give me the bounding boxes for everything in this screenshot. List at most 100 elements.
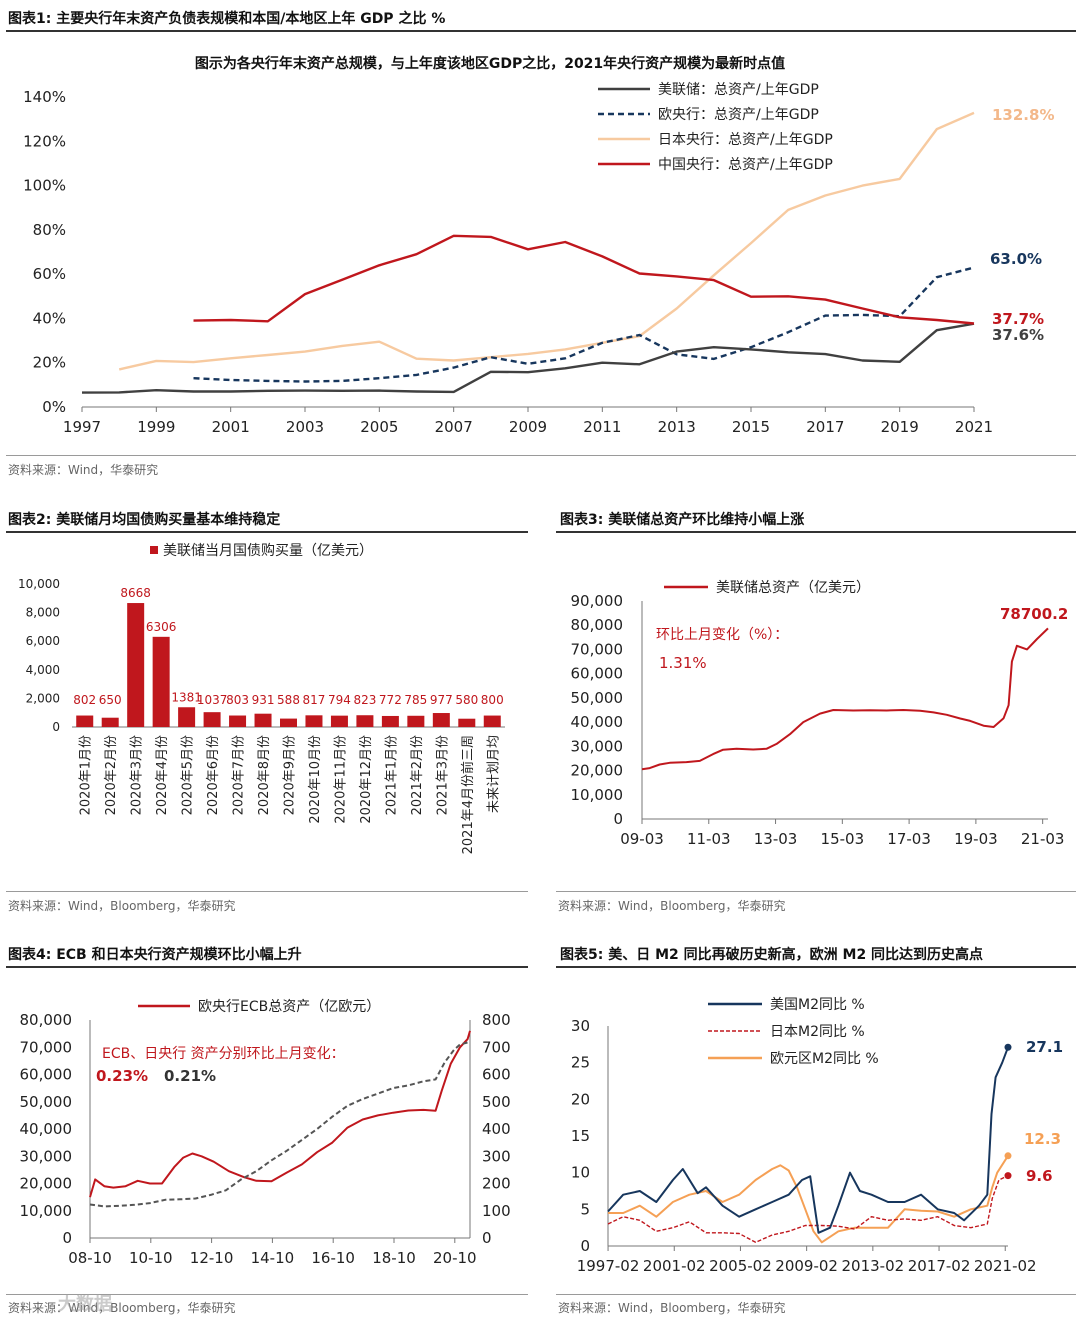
chart3-y-tick-label: 40,000	[571, 713, 624, 731]
chart1-x-tick-label: 2005	[360, 418, 398, 436]
chart5-series-line-1	[607, 1174, 1009, 1243]
chart4-y-right-tick-label: 400	[482, 1120, 511, 1138]
chart5-legend-label: 欧元区M2同比 %	[770, 1051, 879, 1067]
chart1-y-tick-label: 100%	[23, 177, 66, 195]
chart4-y-left-tick-label: 20,000	[20, 1175, 73, 1193]
chart2-category-label: 2020年9月份	[283, 735, 298, 815]
chart1-end-label: 63.0%	[990, 250, 1042, 268]
chart2-panel-title: 图表2: 美联储月均国债购买量基本维持稳定	[8, 512, 281, 528]
chart2-category-label: 2021年4月份前三周	[460, 735, 476, 854]
chart2-value-label: 580	[455, 693, 478, 707]
chart2-value-label: 803	[226, 693, 249, 707]
chart1-x-tick-label: 2009	[509, 418, 547, 436]
chart4-y-right-tick-label: 0	[482, 1229, 492, 1247]
chart5-x-tick-label: 2005-02	[709, 1257, 772, 1275]
chart4-annotation-boj: 0.21%	[164, 1067, 216, 1085]
chart2-value-label: 794	[328, 693, 351, 707]
chart5-y-tick-label: 25	[571, 1054, 590, 1072]
chart2-bar	[178, 707, 196, 727]
chart2-bar	[305, 715, 323, 727]
chart4-y-left-tick-label: 70,000	[20, 1038, 73, 1056]
chart4-x-tick-label: 08-10	[68, 1249, 112, 1267]
chart5-end-label: 9.6	[1026, 1167, 1053, 1185]
chart4-panel-title: 图表4: ECB 和日本央行资产规模环比小幅上升	[8, 947, 302, 963]
chart4-annotation-label: ECB、日央行 资产分别环比上月变化：	[102, 1046, 345, 1062]
chart2-value-label: 817	[303, 693, 326, 707]
chart5-y-tick-label: 15	[571, 1127, 590, 1145]
chart3-series-line	[641, 627, 1049, 771]
chart1-end-label: 132.8%	[992, 106, 1054, 124]
chart2-category-label: 2020年6月份	[206, 735, 221, 815]
chart4-y-right-tick-label: 700	[482, 1038, 511, 1056]
chart4-series-line-1	[89, 1040, 471, 1208]
chart4-annotation-ecb: 0.23%	[96, 1067, 148, 1085]
chart2-y-tick-label: 2,000	[26, 691, 60, 705]
chart1-legend-label: 日本央行：总资产/上年GDP	[658, 132, 833, 148]
chart2-bar	[229, 715, 247, 727]
chart1-legend-label: 中国央行：总资产/上年GDP	[658, 157, 833, 173]
chart3-x-tick-label: 11-03	[687, 830, 731, 848]
chart5-y-tick-label: 0	[580, 1237, 590, 1255]
chart3-svg: 美联储总资产（亿美元） 0 10,000 20,000 30,000 40,000 50,0…	[571, 580, 1069, 848]
chart5-series-line-2	[608, 1155, 1009, 1244]
chart1-end-label: 37.6%	[992, 326, 1044, 344]
chart3-x-tick-label: 09-03	[620, 830, 664, 848]
chart1-x-tick-label: 2019	[881, 418, 919, 436]
chart5-x-tick-label: 2017-02	[908, 1257, 971, 1275]
chart1-title-rule	[6, 30, 1076, 32]
chart3-y-tick-label: 90,000	[571, 592, 624, 610]
chart3-y-tick-label: 70,000	[571, 640, 624, 658]
chart5-y-tick-label: 10	[571, 1164, 590, 1182]
chart3-source-rule	[556, 891, 1076, 892]
chart4-y-left-tick-label: 60,000	[20, 1066, 73, 1084]
chart4-series-line-0	[89, 1030, 471, 1198]
chart2-bar	[127, 603, 145, 727]
chart4-x-tick-label: 12-10	[190, 1249, 234, 1267]
chart2-title-rule	[6, 531, 528, 533]
chart5-svg: 0 5 10 15 20 25 30 1997-02 2001-02 2005-02 2009-02…	[571, 997, 1063, 1275]
chart3-annotation-label: 环比上月变化（%）：	[656, 627, 788, 643]
chart2-legend-swatch	[150, 546, 158, 554]
chart2-bar	[407, 715, 425, 727]
chart4-legend-label: 欧央行ECB总资产（亿欧元）	[198, 999, 380, 1015]
chart5-end-marker	[1004, 1172, 1012, 1180]
chart1-x-tick-label: 2007	[435, 418, 473, 436]
chart5-end-marker	[1004, 1152, 1012, 1160]
chart4-x-tick-label: 18-10	[372, 1249, 416, 1267]
chart3-legend-label: 美联储总资产（亿美元）	[716, 580, 870, 596]
chart3-title-rule	[556, 531, 1076, 533]
chart5-x-tick-label: 2021-02	[974, 1257, 1037, 1275]
chart1-series-line-1	[193, 266, 975, 383]
chart2-category-label: 2020年10月份	[308, 735, 323, 824]
chart5-y-tick-label: 30	[571, 1017, 590, 1035]
chart2-value-label: 785	[404, 693, 427, 707]
chart2-bar	[432, 713, 450, 727]
chart1-y-tick-label: 20%	[33, 354, 66, 372]
chart5-end-label: 27.1	[1026, 1038, 1063, 1056]
chart2-category-label: 2021年3月份	[435, 735, 450, 815]
chart3-x-tick-label: 17-03	[887, 830, 931, 848]
chart1-y-tick-label: 40%	[33, 309, 66, 327]
chart4-y-right-tick-label: 800	[482, 1011, 511, 1029]
chart3-x-tick-label: 13-03	[754, 830, 798, 848]
chart1-x-tick-label: 2011	[583, 418, 621, 436]
chart2-y-tick-label: 8,000	[26, 606, 60, 620]
chart2-category-label: 2020年5月份	[181, 735, 196, 815]
chart5-y-tick-label: 5	[580, 1200, 590, 1218]
chart5-title-rule	[556, 966, 1076, 968]
chart3-end-label: 78700.2	[1000, 605, 1068, 623]
watermark-text: 大数据	[58, 1294, 112, 1315]
chart1-panel-title: 图表1: 主要央行年末资产负债表规模和本国/本地区上年 GDP 之比 %	[8, 11, 446, 27]
chart1-series-line-2	[118, 111, 975, 371]
chart3-y-tick-label: 30,000	[571, 737, 624, 755]
chart1-x-tick-label: 2003	[286, 418, 324, 436]
chart4-y-left-tick-label: 30,000	[20, 1147, 73, 1165]
chart1-svg: 图示为各央行年末资产总规模，与上年度该地区GDP之比，2021年央行资产规模为最…	[23, 55, 1054, 436]
chart2-y-tick-label: 0	[52, 720, 60, 734]
chart5-series-line-0	[607, 1046, 1009, 1234]
chart2-bar	[381, 715, 399, 727]
chart5-source: 资料来源：Wind，Bloomberg，华泰研究	[558, 1301, 786, 1315]
chart3-y-tick-label: 10,000	[571, 786, 624, 804]
chart2-value-label: 650	[99, 693, 122, 707]
chart1-y-tick-label: 80%	[33, 221, 66, 239]
